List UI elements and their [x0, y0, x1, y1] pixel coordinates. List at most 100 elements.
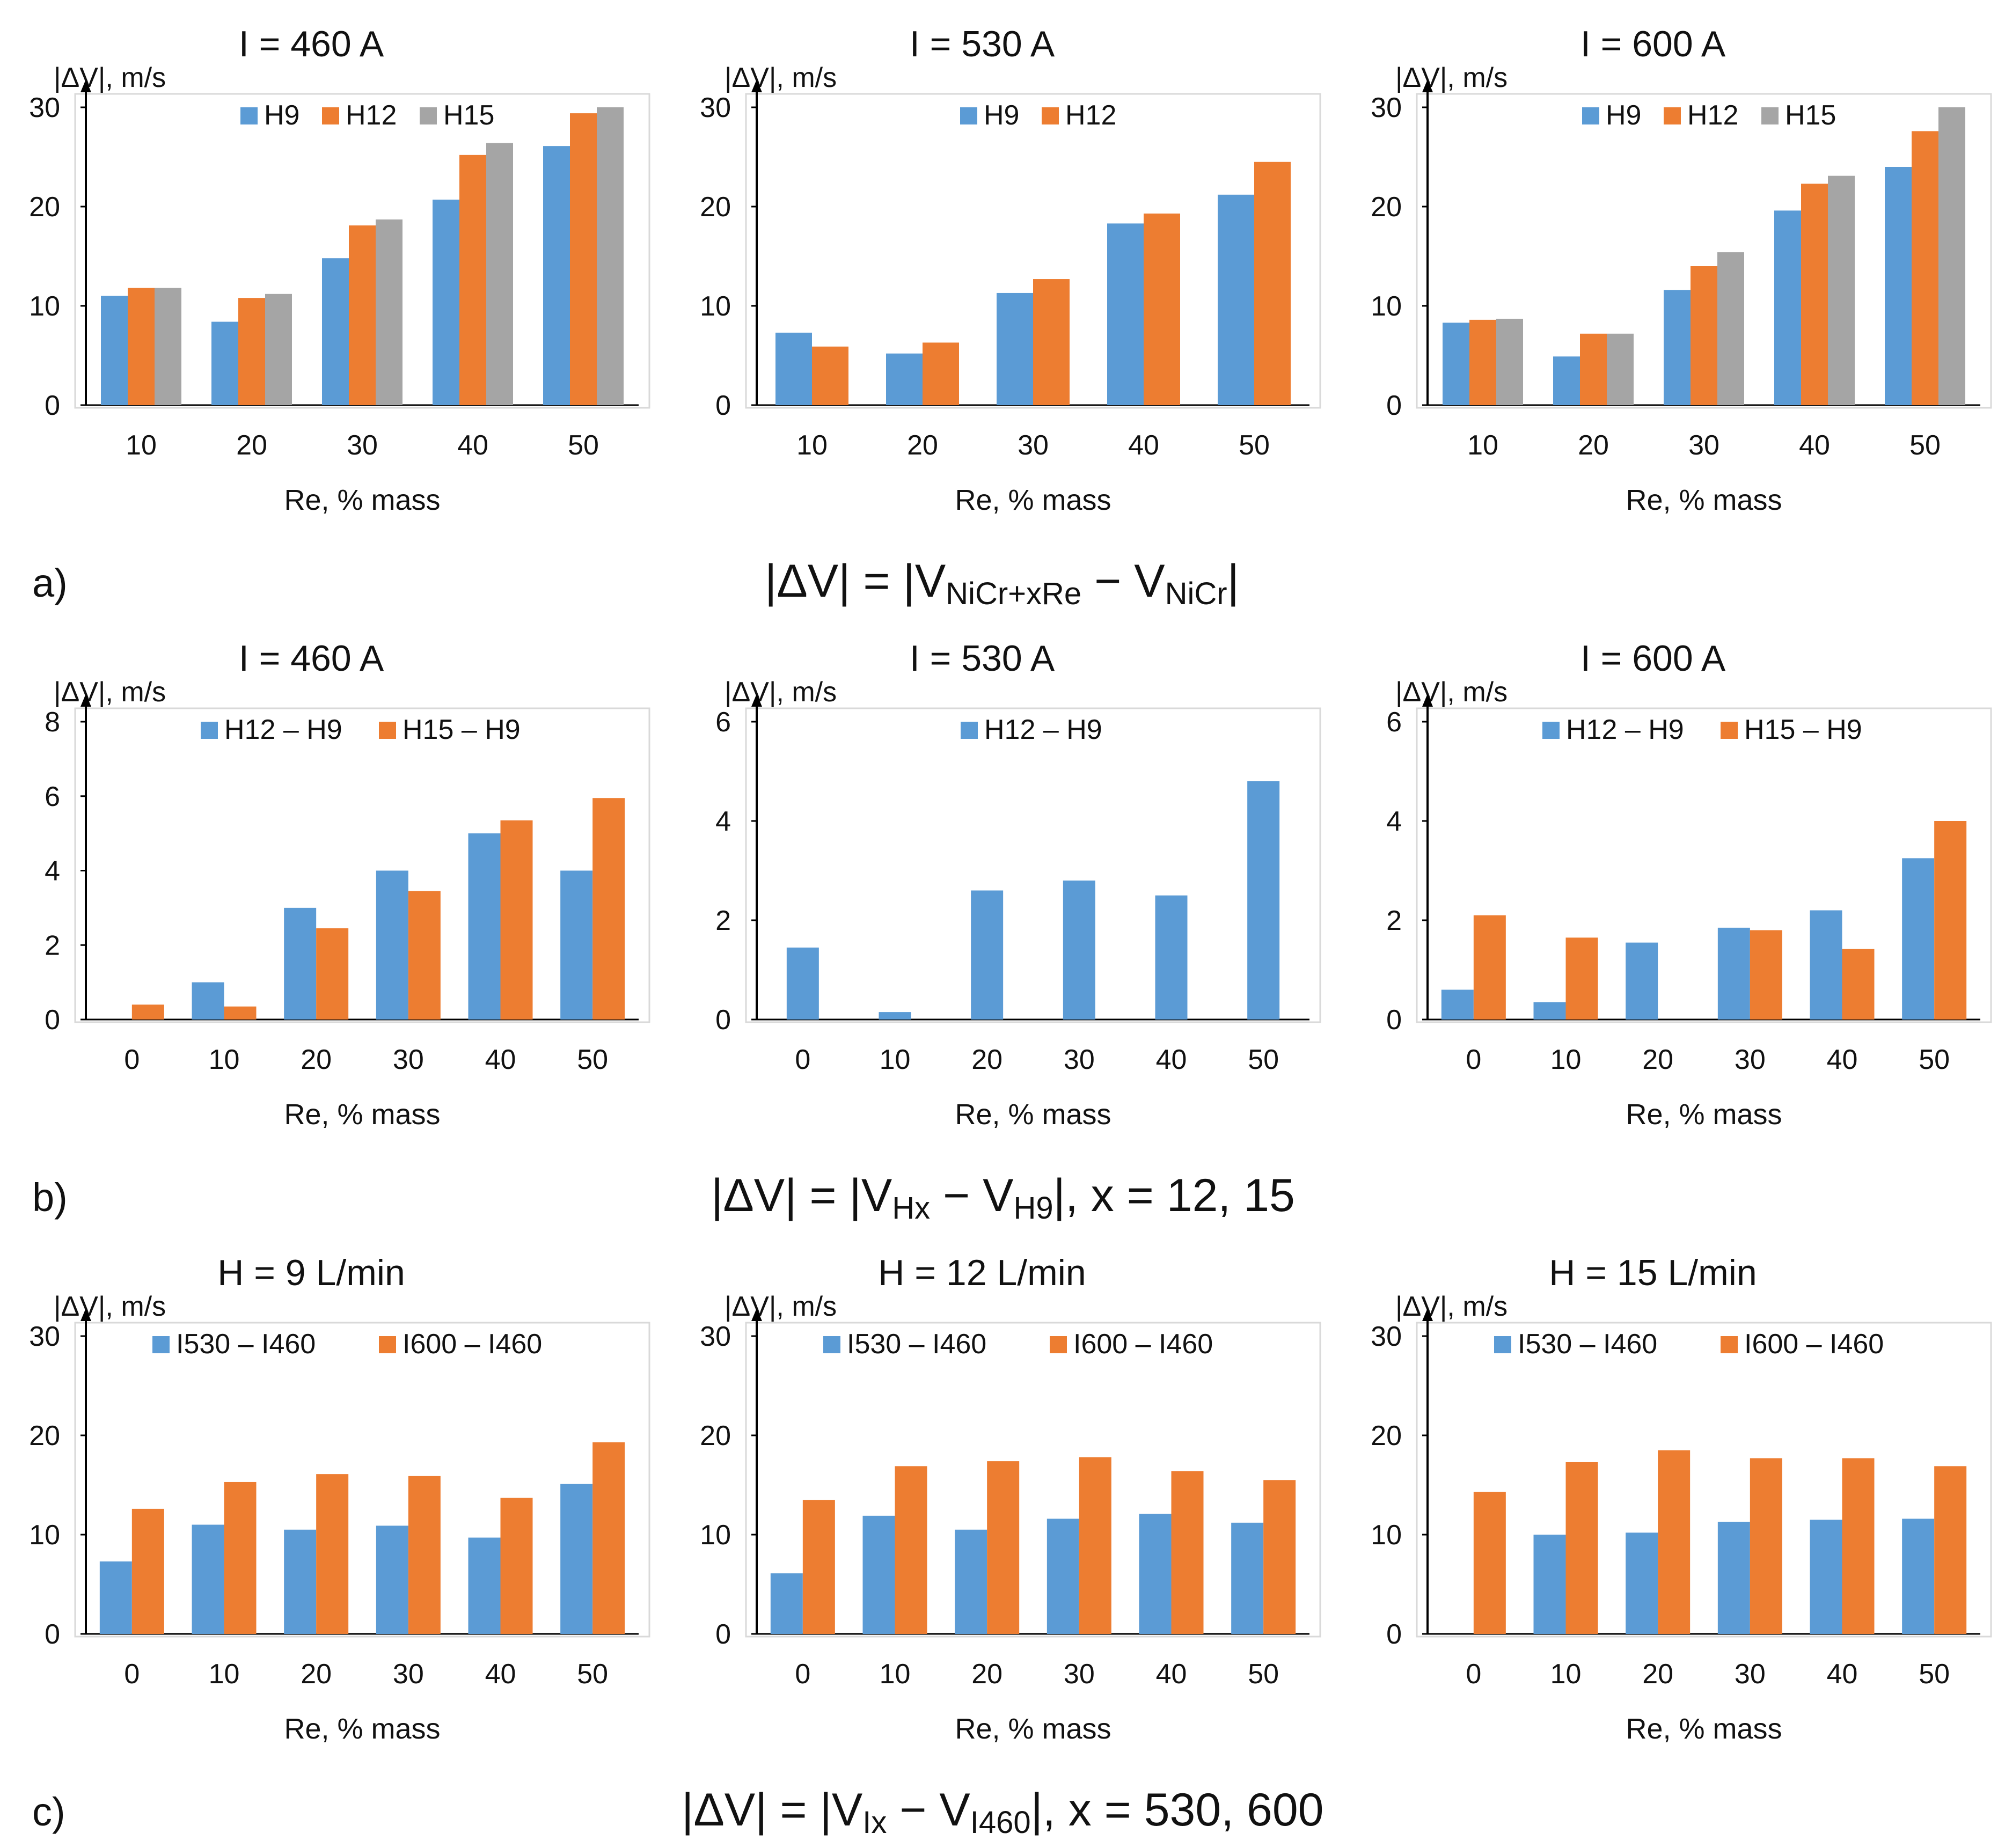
bar-h12-h9-30: [376, 870, 408, 1020]
y-axis-label: |ΔV|, m/s: [1395, 677, 1508, 708]
x-tick-label: 50: [1248, 1659, 1279, 1690]
y-axis-arrow: [1422, 1308, 1433, 1321]
bar-h9-20: [1553, 356, 1580, 405]
y-tick-label: 30: [700, 92, 731, 123]
y-axis-arrow: [751, 694, 762, 707]
bar-h15-10: [155, 288, 181, 405]
x-tick-label: 10: [1550, 1659, 1582, 1690]
legend-label: I600 – I460: [1744, 1329, 1884, 1360]
bar-i600-i460-30: [408, 1476, 441, 1634]
bar-h15-30: [1717, 252, 1744, 405]
x-axis-label: Re, % mass: [1626, 1713, 1782, 1745]
bar-h9-40: [1107, 223, 1144, 405]
bar-h9-30: [997, 292, 1033, 405]
x-axis-label: Re, % mass: [955, 1713, 1111, 1745]
y-tick-label: 2: [715, 905, 731, 936]
bar-i530-i460-20: [1626, 1532, 1658, 1634]
chart-title: H = 15 L/min: [1549, 1252, 1757, 1293]
x-tick-label: 50: [1919, 1659, 1950, 1690]
legend: I530 – I460 I600 – I460: [1494, 1329, 1884, 1360]
formula-a-mid: − V: [1081, 555, 1165, 607]
x-tick-label: 50: [1909, 430, 1941, 461]
x-tick-label: 40: [1128, 430, 1159, 461]
chart-panel-4: I = 530 A |ΔV|, m/s Re, % mass 0 2 4 6 0 10 20 30 4…: [715, 638, 1321, 1131]
bar-h12-h9-50: [1247, 781, 1280, 1020]
x-tick-label: 20: [301, 1659, 332, 1690]
bar-h12-50: [570, 113, 597, 406]
y-tick-label: 20: [700, 1420, 731, 1451]
bar-h12-50: [1254, 162, 1291, 405]
formula-c: |ΔV| = |VIx − VI460|, x = 530, 600: [682, 1784, 1324, 1840]
y-axis-label: |ΔV|, m/s: [54, 677, 166, 708]
y-axis-arrow: [81, 79, 91, 92]
bar-i530-i460-20: [284, 1529, 317, 1634]
y-tick-label: 6: [715, 707, 731, 738]
chart-panel-0: I = 460 A |ΔV|, m/s Re, % mass 0 10 20 30 10 20 3…: [29, 24, 650, 516]
formula-a-lhs: |ΔV| = |V: [765, 555, 946, 607]
bar-h9-50: [1218, 194, 1254, 405]
legend-label: H12: [1687, 100, 1738, 131]
bar-i600-i460-20: [1658, 1450, 1691, 1634]
bar-h15-h9-30: [1750, 930, 1782, 1020]
bar-i600-i460-0: [131, 1508, 164, 1634]
formula-b-rhs: |, x = 12, 15: [1053, 1170, 1295, 1221]
x-tick-label: 30: [1064, 1044, 1095, 1075]
y-tick-label: 10: [29, 1520, 60, 1551]
chart-frame: [745, 93, 1321, 409]
x-tick-label: 0: [1466, 1659, 1481, 1690]
legend-label: H9: [1606, 100, 1641, 131]
bar-i530-i460-30: [1047, 1519, 1079, 1634]
bar-i600-i460-50: [1934, 1466, 1967, 1634]
bar-h9-10: [1443, 322, 1469, 405]
legend-label: I530 – I460: [1518, 1329, 1657, 1360]
chart-frame: [74, 1322, 650, 1638]
legend-swatch: [1664, 107, 1681, 124]
x-tick-label: 10: [880, 1044, 911, 1075]
legend-label: H12: [346, 100, 397, 131]
bar-i600-i460-20: [987, 1461, 1020, 1634]
x-axis-label: Re, % mass: [955, 484, 1111, 516]
y-axis-label: |ΔV|, m/s: [725, 677, 837, 708]
legend-label: H12: [1065, 100, 1116, 131]
legend-label: H9: [264, 100, 299, 131]
legend-label: I530 – I460: [176, 1329, 316, 1360]
legend-swatch: [823, 1336, 840, 1353]
chart-panel-1: I = 530 A |ΔV|, m/s Re, % mass 0 10 20 30 10 20 3…: [700, 24, 1321, 516]
y-axis-label: |ΔV|, m/s: [1395, 62, 1508, 93]
bar-i600-i460-10: [1565, 1462, 1598, 1634]
bar-h12-h9-40: [1810, 910, 1842, 1020]
legend-swatch: [1721, 1336, 1738, 1353]
legend-label: H15 – H9: [403, 714, 521, 745]
row-label-c: c): [32, 1790, 65, 1834]
x-tick-label: 10: [880, 1659, 911, 1690]
y-tick-label: 8: [45, 707, 60, 738]
x-tick-label: 10: [1467, 430, 1498, 461]
x-tick-label: 10: [126, 430, 157, 461]
x-tick-label: 20: [301, 1044, 332, 1075]
y-tick-label: 20: [29, 192, 60, 223]
bar-h12-h9-10: [1533, 1002, 1566, 1020]
x-tick-label: 20: [1578, 430, 1609, 461]
legend-label: H9: [984, 100, 1019, 131]
x-tick-label: 0: [124, 1044, 140, 1075]
legend-swatch: [379, 1336, 396, 1353]
bar-h15-h9-0: [131, 1004, 164, 1020]
bar-h15-40: [486, 143, 513, 405]
legend: H12 – H9 H15 – H9: [201, 714, 521, 745]
x-tick-label: 40: [1156, 1044, 1187, 1075]
chart-panel-2: I = 600 A |ΔV|, m/s Re, % mass 0 10 20 30 10 20 3…: [1371, 24, 1992, 516]
formula-b: |ΔV| = |VHx − VH9|, x = 12, 15: [711, 1170, 1295, 1226]
bar-h12-30: [349, 225, 376, 405]
x-tick-label: 30: [1688, 430, 1719, 461]
bar-h12-h9-50: [560, 870, 593, 1020]
bar-h12-h9-10: [192, 982, 224, 1020]
legend-label: H15 – H9: [1744, 714, 1862, 745]
legend-swatch: [420, 107, 437, 124]
formula-c-sub1: Ix: [862, 1805, 887, 1840]
y-axis-label: |ΔV|, m/s: [725, 1291, 837, 1322]
bar-i600-i460-40: [1842, 1458, 1875, 1634]
x-axis-label: Re, % mass: [284, 484, 440, 516]
chart-title: I = 460 A: [239, 638, 384, 679]
bar-h15-h9-40: [1842, 949, 1875, 1020]
